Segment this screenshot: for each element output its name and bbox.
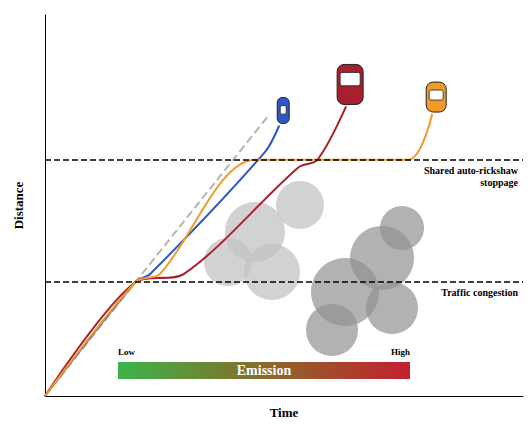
svg-text:stoppage: stoppage xyxy=(480,177,518,188)
svg-text:Emission: Emission xyxy=(237,363,292,378)
svg-text:Distance: Distance xyxy=(11,181,26,229)
svg-text:Shared auto-rickshaw: Shared auto-rickshaw xyxy=(424,165,519,176)
svg-text:High: High xyxy=(391,347,410,357)
svg-text:Low: Low xyxy=(118,347,136,357)
svg-text:Traffic congestion: Traffic congestion xyxy=(441,287,518,298)
svg-text:Time: Time xyxy=(270,405,299,420)
